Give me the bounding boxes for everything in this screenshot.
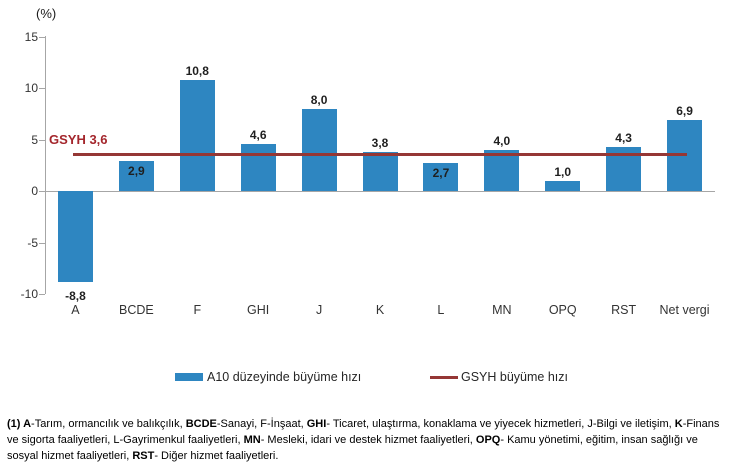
footnote-text: - Mesleki, idari ve destek hizmet faaliy… (260, 434, 476, 446)
y-tick-mark (39, 294, 45, 295)
x-tick-label: MN (492, 303, 512, 317)
bar-legend-swatch-icon (175, 373, 203, 381)
x-tick-label: OPQ (548, 303, 577, 317)
legend-label-a10: A10 düzeyinde büyüme hızı (207, 370, 362, 384)
bar (545, 180, 581, 191)
bar-value-label: 6,9 (676, 103, 693, 118)
bar-value-label: 2,7 (432, 166, 450, 181)
footnote-code: GHI (306, 418, 327, 430)
bar-value-label: 4,6 (249, 127, 267, 142)
y-tick-mark (39, 36, 45, 38)
bar (118, 161, 154, 191)
footnote-code: MN (243, 434, 261, 446)
y-tick-label: 15 (24, 29, 38, 44)
x-tick-label: K (375, 303, 385, 317)
footnote-text: - Diğer hizmet faaliyetleri. (154, 450, 279, 462)
y-tick-mark (39, 88, 45, 89)
x-axis-zero-line (45, 191, 715, 192)
bar-value-label: 3,8 (371, 135, 389, 150)
bar (362, 151, 398, 191)
legend-item-a10: A10 düzeyinde büyüme hızı (175, 369, 361, 385)
bar (484, 149, 520, 191)
bar (179, 79, 215, 191)
x-tick-label: A (71, 303, 80, 317)
footnote-code: OPQ (475, 434, 501, 446)
y-tick-label: -5 (27, 235, 38, 250)
legend-label-gsyh: GSYH büyüme hızı (461, 370, 568, 384)
legend-item-gsyh: GSYH büyüme hızı (430, 369, 568, 385)
footnote-text: - Ticaret, ulaştırma, konaklama ve yiyec… (326, 418, 675, 430)
footnote-text: -Sanayi, F-İnşaat, (216, 418, 307, 430)
bar-value-label: 8,0 (310, 92, 328, 107)
footnote-text: -Tarım, ormancılık ve balıkçılık, (31, 418, 186, 430)
footnote-code: (1) A (7, 418, 32, 430)
bar-value-label: 4,0 (493, 133, 511, 148)
bar (57, 191, 93, 282)
x-tick-label: BCDE (118, 303, 154, 317)
x-tick-label: L (437, 303, 445, 317)
line-legend-swatch-icon (430, 375, 458, 379)
gsyh-reference-line (73, 152, 687, 156)
x-tick-label: RST (611, 303, 637, 317)
bar (240, 143, 276, 191)
y-tick-mark (39, 191, 45, 192)
footnote-code: RST (132, 450, 155, 462)
chart-plot-area: (%) 15 10 5 0 -5 -10 -8,8 A 2,9 BCDE 10,8 F 4,6 GHI 8,… (20, 6, 715, 317)
y-tick-mark (39, 139, 45, 141)
y-tick-mark (39, 242, 45, 244)
y-tick-label: 0 (31, 184, 38, 198)
bar-value-label: 2,9 (128, 164, 145, 179)
bar-value-label: 4,3 (615, 130, 632, 145)
footnote-code: K (674, 418, 683, 430)
bar (301, 108, 337, 191)
x-tick-label: F (193, 303, 202, 317)
y-tick-label: 5 (31, 132, 38, 147)
gsyh-reference-label: GSYH 3,6 (49, 132, 108, 147)
bar-value-label: 1,0 (554, 164, 572, 179)
footnote-text: -Finans ve sigorta faaliyetleri, L-Gayri… (7, 418, 720, 446)
x-tick-label: Net vergi (659, 303, 710, 317)
footnote: (1) A-Tarım, ormancılık ve balıkçılık, B… (7, 416, 732, 463)
y-axis-line (45, 36, 46, 294)
bar (423, 163, 459, 191)
bar-value-label: 10,8 (185, 63, 209, 78)
footnote-code: BCDE (185, 418, 217, 430)
bar-value-label: -8,8 (65, 288, 86, 303)
footnote-text: - Kamu yönetimi, eğitim, insan sağlığı v… (7, 434, 698, 462)
y-axis-unit-label: (%) (36, 6, 57, 21)
x-tick-label: J (315, 303, 323, 317)
x-tick-label: GHI (247, 303, 270, 317)
y-tick-label: -10 (20, 287, 38, 301)
y-tick-label: 10 (24, 81, 38, 95)
